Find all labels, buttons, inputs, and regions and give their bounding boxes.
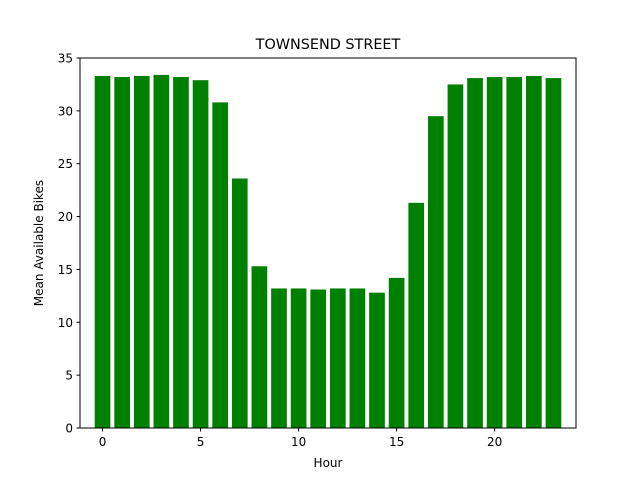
- bars-group: [94, 74, 562, 429]
- bar-hour-14: [369, 292, 385, 428]
- bar-hour-21: [506, 77, 523, 429]
- y-tick-label: 25: [58, 157, 73, 171]
- bar-hour-18: [447, 84, 464, 428]
- x-tick-label: 0: [99, 435, 107, 449]
- y-tick-label: 0: [65, 422, 73, 436]
- x-axis-ticks: 0 5 10 15 20: [99, 428, 502, 449]
- bar-hour-12: [329, 288, 346, 428]
- bar-hour-23: [545, 78, 562, 428]
- y-axis-label: Mean Available Bikes: [32, 180, 46, 306]
- y-tick-label: 30: [58, 104, 73, 118]
- bar-hour-3: [153, 74, 170, 429]
- x-tick-label: 20: [487, 435, 502, 449]
- bar-hour-1: [114, 77, 130, 429]
- bar-hour-8: [251, 266, 268, 428]
- y-tick-label: 15: [58, 263, 73, 277]
- x-tick-label: 15: [389, 435, 404, 449]
- bar-hour-22: [526, 75, 542, 428]
- bar-hour-16: [408, 202, 425, 428]
- y-tick-label: 5: [65, 369, 73, 383]
- chart-title: TOWNSEND STREET: [255, 37, 401, 53]
- bar-hour-15: [388, 277, 405, 428]
- bar-hour-5: [192, 80, 209, 428]
- bar-hour-19: [467, 78, 483, 428]
- y-tick-label: 10: [58, 316, 73, 330]
- bar-hour-13: [349, 288, 366, 428]
- y-axis-ticks: 0 5 10 15 20 25 30 35: [58, 52, 80, 436]
- y-tick-label: 35: [58, 52, 73, 66]
- bar-hour-0: [94, 75, 111, 428]
- bar-hour-10: [290, 288, 307, 428]
- bar-hour-20: [486, 77, 503, 429]
- y-tick-label: 20: [58, 210, 73, 224]
- bar-hour-7: [231, 178, 248, 428]
- bar-hour-2: [133, 75, 150, 428]
- x-axis-label: Hour: [314, 456, 343, 470]
- x-tick-label: 5: [197, 435, 205, 449]
- bar-hour-11: [310, 289, 327, 428]
- x-tick-label: 10: [291, 435, 306, 449]
- bar-hour-4: [173, 77, 189, 429]
- bar-hour-6: [212, 102, 229, 429]
- bar-hour-17: [427, 116, 444, 429]
- plot-frame: [79, 57, 577, 429]
- bar-hour-9: [271, 288, 287, 428]
